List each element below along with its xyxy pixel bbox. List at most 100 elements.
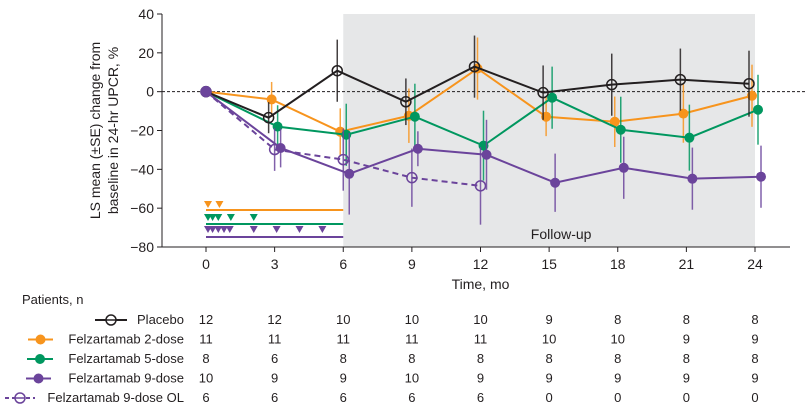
patient-count-cell: 9 bbox=[683, 332, 690, 347]
patient-count-cell: 9 bbox=[477, 371, 484, 386]
patient-count-cell: 9 bbox=[751, 371, 758, 386]
follow-up-region bbox=[343, 14, 755, 247]
x-tick-label: 6 bbox=[339, 256, 347, 272]
patient-count-cell: 8 bbox=[614, 312, 621, 327]
patient-count-cell: 10 bbox=[336, 312, 350, 327]
patient-count-cell: 6 bbox=[408, 390, 415, 405]
patient-count-cell: 8 bbox=[408, 351, 415, 366]
series-label: Felzartamab 9-dose OL bbox=[47, 390, 184, 405]
dosing-markers bbox=[204, 201, 344, 238]
series-layer bbox=[200, 35, 766, 225]
patient-count-cell: 10 bbox=[611, 332, 625, 347]
legend-marker-sample bbox=[33, 373, 44, 384]
dose-triangle-marker bbox=[208, 226, 217, 233]
patient-count-cell: 11 bbox=[474, 332, 488, 347]
patient-count-cell: 6 bbox=[271, 390, 278, 405]
legend-marker-sample bbox=[35, 354, 45, 364]
patient-count-cell: 9 bbox=[546, 371, 553, 386]
dose-triangle-marker bbox=[226, 214, 235, 221]
patient-count-cell: 9 bbox=[271, 371, 278, 386]
dose-triangle-marker bbox=[249, 226, 258, 233]
patient-count-cell: 8 bbox=[683, 351, 690, 366]
data-point-marker bbox=[262, 111, 275, 124]
data-point-marker bbox=[756, 171, 766, 182]
series-label: Felzartamab 2-dose bbox=[68, 332, 184, 347]
data-point-marker bbox=[547, 92, 558, 103]
data-point-marker bbox=[331, 64, 343, 77]
data-point-marker bbox=[344, 168, 355, 179]
dose-triangle-marker bbox=[208, 214, 217, 221]
data-point-marker bbox=[674, 73, 687, 86]
patient-count-cell: 12 bbox=[267, 312, 281, 327]
x-tick-label: 0 bbox=[202, 256, 210, 272]
x-tick-label: 3 bbox=[271, 256, 279, 272]
patient-count-cell: 10 bbox=[405, 312, 419, 327]
patient-count-cell: 0 bbox=[614, 390, 621, 405]
data-point-marker bbox=[337, 153, 349, 166]
patient-count-cell: 9 bbox=[751, 332, 758, 347]
patient-count-cell: 6 bbox=[202, 390, 209, 405]
patient-count-cell: 10 bbox=[473, 312, 487, 327]
y-tick-label: −20 bbox=[130, 123, 154, 139]
x-tick-label: 15 bbox=[541, 256, 557, 272]
patient-count-cell: 8 bbox=[546, 351, 553, 366]
data-point-marker bbox=[537, 86, 549, 99]
data-point-marker bbox=[615, 124, 626, 135]
data-point-marker bbox=[266, 94, 277, 105]
series-label: Felzartamab 9-dose bbox=[68, 371, 184, 386]
data-point-marker bbox=[743, 77, 755, 90]
y-tick-label: −60 bbox=[130, 200, 154, 216]
data-point-marker bbox=[550, 177, 561, 188]
x-tick-label: 24 bbox=[747, 256, 763, 272]
patient-count-cell: 8 bbox=[683, 312, 690, 327]
patient-count-cell: 0 bbox=[546, 390, 553, 405]
y-tick-label: 0 bbox=[146, 84, 154, 100]
legend-marker-sample bbox=[35, 334, 46, 345]
follow-up-label: Follow-up bbox=[531, 226, 592, 242]
data-point-marker bbox=[468, 60, 481, 73]
dose-triangle-marker bbox=[215, 201, 224, 208]
x-tick-label: 9 bbox=[408, 256, 416, 272]
patient-count-cell: 11 bbox=[268, 332, 282, 347]
patient-count-cell: 0 bbox=[683, 390, 690, 405]
data-point-marker bbox=[678, 108, 689, 119]
dose-triangle-marker bbox=[214, 226, 223, 233]
table-row: Felzartamab 9-dose OL 6 6 6 6 6 0 0 0 0 bbox=[5, 390, 759, 405]
patient-count-cell: 9 bbox=[340, 371, 347, 386]
x-tick-label: 12 bbox=[473, 256, 489, 272]
patient-count-cell: 9 bbox=[546, 312, 553, 327]
series-line bbox=[205, 90, 481, 187]
data-point-marker bbox=[687, 173, 698, 184]
series-felzartamab-9-dose bbox=[201, 86, 766, 215]
patient-count-cell: 10 bbox=[405, 371, 419, 386]
patient-count-cell: 6 bbox=[340, 390, 347, 405]
data-point-marker bbox=[684, 132, 695, 143]
patient-count-cell: 11 bbox=[199, 332, 213, 347]
x-axis-ticks: 0 3 6 9 12 15 18 21 24 bbox=[202, 247, 763, 272]
dose-triangle-marker bbox=[272, 226, 281, 233]
table-header: Patients, n bbox=[22, 292, 83, 307]
patient-count-cell: 11 bbox=[405, 332, 419, 347]
patient-count-cell: 8 bbox=[614, 351, 621, 366]
y-tick-label: 40 bbox=[138, 6, 154, 22]
table-row: Felzartamab 5-dose 8 6 8 8 8 8 8 8 8 bbox=[27, 351, 759, 366]
patient-count-cell: 9 bbox=[614, 371, 621, 386]
data-point-marker bbox=[409, 111, 420, 122]
dose-triangle-marker bbox=[249, 214, 258, 221]
patient-count-cell: 0 bbox=[751, 390, 758, 405]
x-tick-label: 21 bbox=[679, 256, 695, 272]
y-tick-label: 20 bbox=[138, 45, 154, 61]
data-point-marker bbox=[275, 142, 286, 153]
table-row: Felzartamab 2-dose 11 11 11 11 11 10 10 9 9 bbox=[28, 332, 759, 347]
series-placebo bbox=[200, 35, 755, 134]
dose-triangle-marker bbox=[225, 226, 234, 233]
y-axis-title-line-1: LS mean (±SE) change from bbox=[87, 42, 103, 219]
dose-triangle-marker bbox=[220, 226, 229, 233]
dose-triangle-marker bbox=[204, 201, 212, 208]
data-point-marker bbox=[201, 86, 211, 97]
patient-count-cell: 6 bbox=[271, 351, 278, 366]
series-label: Felzartamab 5-dose bbox=[68, 351, 184, 366]
patient-count-cell: 8 bbox=[751, 351, 758, 366]
data-point-marker bbox=[412, 143, 423, 154]
series-felzartamab-5-dose bbox=[201, 66, 763, 181]
